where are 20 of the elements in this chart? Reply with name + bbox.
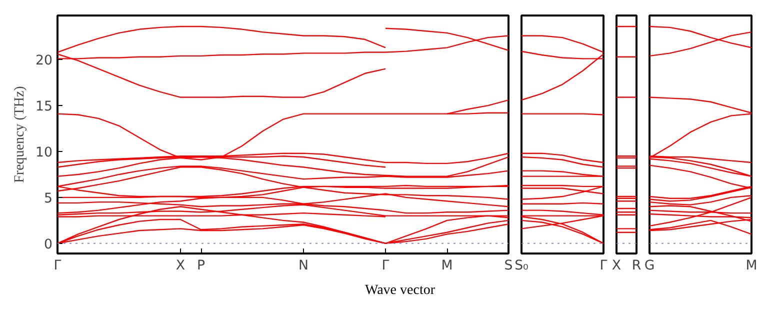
- y-axis-title: Frequency (THz): [12, 86, 28, 183]
- x-tick-label: S: [504, 258, 513, 274]
- x-tick-label: M: [746, 258, 758, 274]
- x-tick-label: X: [612, 258, 622, 274]
- x-tick-label: N: [298, 258, 308, 274]
- x-tick-label: R: [632, 258, 642, 274]
- x-tick-label: Γ: [382, 258, 390, 274]
- y-tick-label: 0: [44, 237, 53, 252]
- x-tick-label: Γ: [600, 258, 608, 274]
- x-tick-label: X: [176, 258, 186, 274]
- y-tick-label: 15: [36, 100, 53, 115]
- x-tick-label: S₀: [514, 258, 528, 274]
- x-axis-title: Wave vector: [365, 282, 435, 300]
- y-tick-label: 5: [44, 191, 53, 206]
- x-tick-label: P: [196, 258, 206, 274]
- x-tick-label: Γ: [54, 258, 62, 274]
- y-tick-label: 20: [36, 54, 53, 69]
- x-tick-label: G: [644, 258, 655, 274]
- x-tick-label: M: [441, 258, 453, 274]
- y-tick-label: 10: [36, 146, 53, 160]
